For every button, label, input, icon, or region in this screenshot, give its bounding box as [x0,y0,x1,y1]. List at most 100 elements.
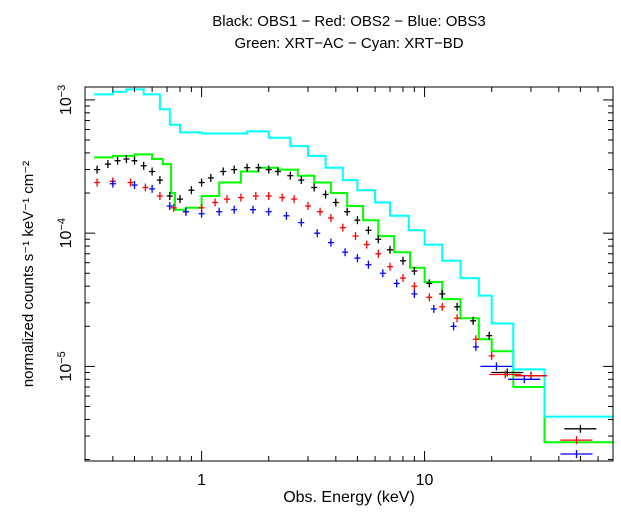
data-point-obs3 [480,362,513,371]
data-point-obs2 [317,207,324,216]
data-point-obs1 [311,183,318,192]
data-point-obs2 [375,249,382,258]
data-point-obs2 [279,193,286,202]
data-point-obs2 [291,195,298,204]
series-obs1 [94,155,597,433]
data-point-obs3 [314,229,321,238]
y-tick-label: 10−5 [56,351,75,381]
data-point-obs1 [454,302,461,311]
data-point-obs2 [327,214,334,222]
data-point-obs1 [344,207,351,216]
data-point-obs2 [352,232,359,241]
data-point-obs3 [508,375,541,384]
series-obs3 [109,179,593,458]
data-point-obs1 [354,216,361,225]
data-point-obs2 [454,314,461,323]
y-axis-label: normalized counts s⁻¹ keV⁻¹ cm⁻² [20,161,37,387]
data-point-obs2 [363,240,370,249]
data-point-obs1 [166,192,173,200]
data-point-obs1 [104,160,111,169]
data-point-obs2 [170,203,177,212]
data-point-obs2 [488,351,495,360]
data-point-obs3 [365,260,372,269]
data-point-obs2 [400,274,406,283]
data-point-obs1 [375,235,382,244]
data-point-obs1 [411,267,418,275]
data-point-obs3 [379,269,386,278]
data-point-obs1 [400,256,406,265]
data-point-obs1 [131,156,138,165]
data-point-obs3 [182,207,189,216]
plot-data-layer [94,88,613,458]
data-point-obs1 [439,289,446,298]
data-point-obs3 [265,207,272,216]
data-point-obs1 [298,176,305,185]
data-point-obs2 [472,335,479,344]
data-point-obs1 [470,316,477,325]
chart-title-line1: Black: OBS1 − Red: OBS2 − Blue: OBS3 [212,13,485,30]
data-point-obs2 [142,183,149,192]
data-point-obs2 [411,282,418,291]
data-point-obs2 [127,178,134,187]
data-point-obs3 [327,238,334,247]
data-point-obs1 [365,226,372,235]
data-point-obs3 [231,205,238,214]
data-point-obs1 [287,171,294,180]
data-point-obs2 [237,193,244,202]
data-point-obs3 [450,322,457,331]
data-point-obs3 [149,184,156,193]
data-point-obs2 [387,262,393,271]
chart-title-line2: Green: XRT−AC − Cyan: XRT−BD [234,35,463,52]
data-point-obs1 [123,155,130,163]
data-point-obs1 [177,195,183,204]
data-point-obs2 [212,198,219,207]
data-point-obs2 [252,192,259,200]
data-point-obs1 [198,178,205,187]
data-point-obs3 [131,181,138,189]
data-point-obs2 [339,223,346,232]
data-point-obs1 [149,167,156,176]
data-point-obs1 [564,424,597,433]
data-point-obs1 [486,331,493,340]
data-point-obs1 [207,173,214,182]
data-point-obs1 [426,279,433,288]
data-point-obs3 [216,207,223,216]
data-point-obs1 [156,176,163,185]
x-tick-label: 10 [416,472,434,489]
data-point-obs1 [274,167,281,176]
data-point-obs2 [426,293,433,302]
data-point-obs3 [560,450,593,458]
data-point-obs3 [250,205,256,214]
data-point-obs1 [255,163,262,172]
plot-frame [84,86,614,462]
data-point-obs3 [411,289,418,298]
data-point-obs3 [354,254,361,263]
data-point-obs1 [491,368,524,377]
data-point-obs1 [265,165,272,174]
data-point-obs2 [305,202,311,210]
data-point-obs1 [94,165,101,174]
data-point-obs2 [94,178,101,187]
data-point-obs3 [393,279,400,288]
x-axis-label: Obs. Energy (keV) [283,489,415,506]
data-point-obs3 [472,342,479,351]
data-point-obs3 [166,202,173,210]
data-point-obs2 [156,192,163,200]
series-obs2 [94,177,593,445]
data-point-obs2 [489,370,522,379]
data-point-obs3 [198,209,205,218]
data-point-obs3 [342,248,349,257]
data-point-obs1 [332,198,339,207]
axes-layer: 1 10 10−3 10−4 10−5 [56,85,614,489]
data-point-obs3 [109,179,116,188]
x-tick-label: 1 [197,472,206,489]
data-point-obs1 [188,186,195,195]
data-point-obs2 [560,436,593,445]
y-tick-label: 10−4 [56,218,75,248]
series-line-xrt-bd [94,88,613,418]
data-point-obs1 [322,190,329,199]
data-point-obs2 [514,371,547,380]
series-line-xrt-ac [94,153,613,444]
data-point-obs1 [114,156,121,165]
